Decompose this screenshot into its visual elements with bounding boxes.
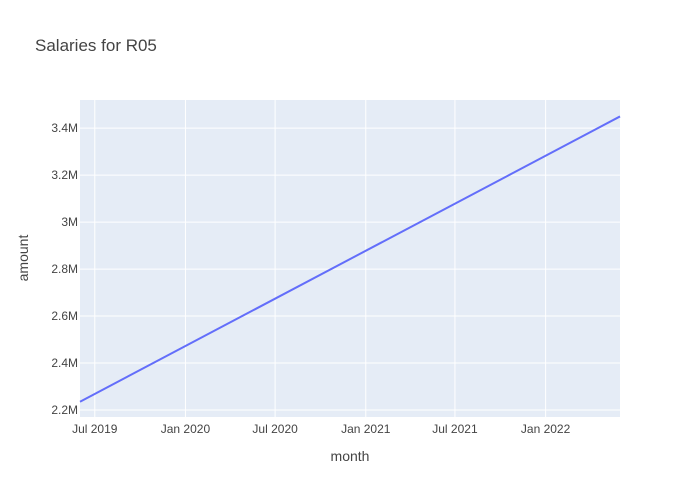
chart-title: Salaries for R05 [35, 36, 157, 55]
y-tick-label-5: 3.2M [51, 168, 78, 182]
x-tick-label-5: Jan 2022 [521, 422, 571, 436]
x-tick-label-1: Jan 2020 [161, 422, 211, 436]
series-line-0 [79, 115, 621, 403]
x-tick-label-3: Jan 2021 [341, 422, 391, 436]
grid-lines [80, 100, 620, 417]
y-tick-label-3: 2.8M [51, 262, 78, 276]
y-tick-labels: 2.2M 2.4M 2.6M 2.8M 3M 3.2M 3.4M [51, 121, 78, 417]
x-tick-label-2: Jul 2020 [252, 422, 298, 436]
x-tick-label-0: Jul 2019 [72, 422, 118, 436]
y-tick-label-4: 3M [61, 215, 78, 229]
x-tick-label-4: Jul 2021 [432, 422, 478, 436]
x-axis-title: month [331, 448, 370, 464]
y-axis-title: amount [15, 235, 31, 282]
y-tick-label-0: 2.2M [51, 403, 78, 417]
series-lines [79, 115, 621, 403]
y-tick-label-1: 2.4M [51, 356, 78, 370]
x-tick-labels: Jul 2019 Jan 2020 Jul 2020 Jan 2021 Jul 2021… [72, 422, 571, 436]
y-tick-label-2: 2.6M [51, 309, 78, 323]
y-tick-label-6: 3.4M [51, 121, 78, 135]
